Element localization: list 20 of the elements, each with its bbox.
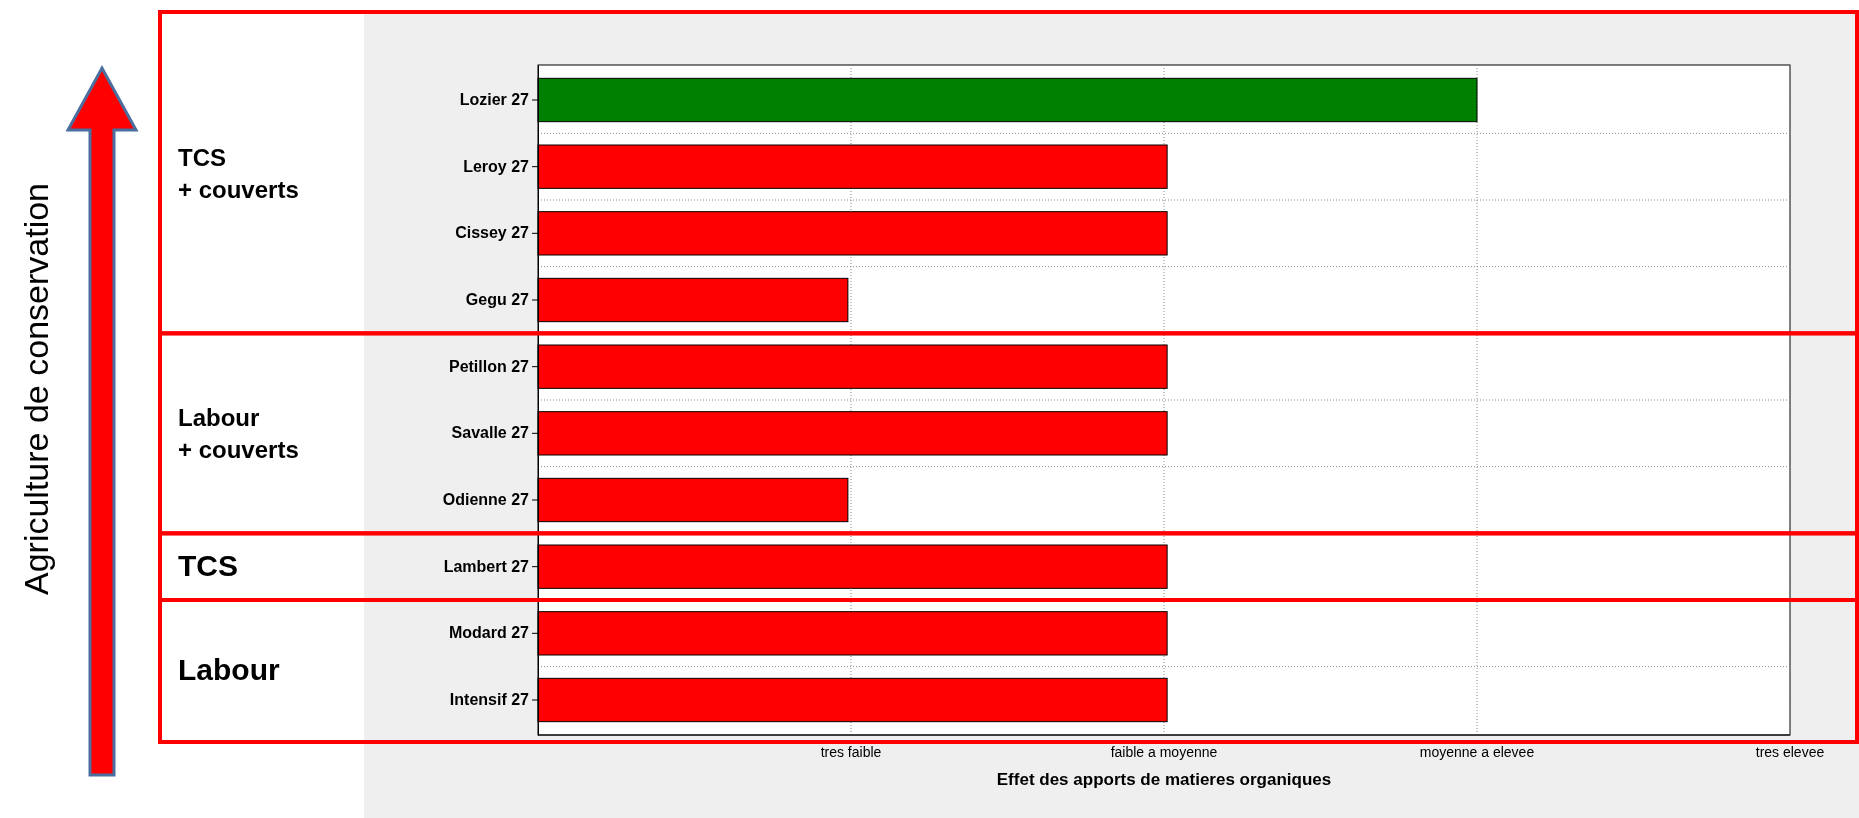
y-tick-label: Savalle 27	[451, 424, 530, 442]
text: Agriculture de conservation	[17, 182, 55, 596]
y-tick-label: Lozier 27	[459, 91, 530, 109]
y-tick-label: Petillon 27	[448, 357, 530, 375]
text: tres elevee	[1755, 744, 1825, 760]
text: TCS	[178, 548, 238, 582]
text: tres faible	[820, 744, 882, 760]
y-tick-label: Cissey 27	[455, 224, 530, 242]
text: Labour	[178, 653, 280, 686]
y-tick-label: Modard 27	[448, 624, 530, 642]
text: moyenne a elevee	[1419, 744, 1535, 760]
y-tick-label: Gegu 27	[465, 291, 530, 309]
text: TCS + couverts	[178, 143, 299, 203]
y-tick-label: Lambert 27	[443, 557, 530, 575]
text: faible a moyenne	[1110, 744, 1218, 760]
x-axis-title: Effet des apports de matieres organiques	[996, 770, 1332, 789]
text: Labour + couverts	[178, 404, 299, 464]
y-tick-label: Intensif 27	[449, 691, 530, 709]
y-tick-label: Odienne 27	[442, 491, 530, 509]
y-tick-label: Leroy 27	[463, 157, 530, 175]
